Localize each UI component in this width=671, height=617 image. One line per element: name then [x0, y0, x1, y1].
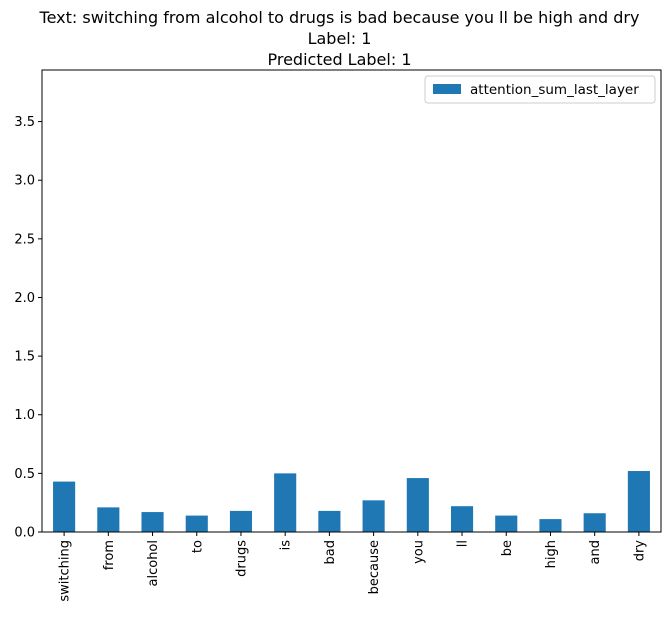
bar-from — [97, 507, 120, 532]
y-tick-label: 3.5 — [14, 115, 35, 130]
x-tick-label-from: from — [102, 540, 117, 570]
x-tick-label-drugs: drugs — [234, 540, 249, 577]
axes-frame — [41, 69, 662, 533]
bar-you — [406, 478, 429, 532]
legend-swatch — [433, 84, 461, 94]
y-tick-label: 2.5 — [14, 232, 35, 247]
x-tick-label-is: is — [279, 540, 294, 551]
x-tick-label-bad: bad — [323, 540, 338, 564]
bar-alcohol — [141, 512, 164, 532]
bar-switching — [53, 481, 76, 532]
y-tick-label: 2.0 — [14, 291, 35, 306]
bar-and — [583, 513, 606, 532]
bar-because — [362, 500, 385, 532]
legend-box — [424, 75, 656, 104]
x-tick-label-and: and — [588, 540, 603, 564]
legend-label: attention_sum_last_layer — [470, 82, 639, 98]
y-tick-label: 3.0 — [14, 174, 35, 189]
bar-high — [539, 519, 562, 532]
x-tick-label-dry: dry — [632, 540, 647, 562]
x-tick-label-because: because — [367, 540, 382, 594]
chart-title-text: Text: switching from alcohol to drugs is… — [39, 8, 640, 27]
x-tick-label-to: to — [190, 540, 205, 553]
x-tick-label-switching: switching — [58, 540, 73, 602]
x-tick-label-ll: ll — [456, 540, 471, 547]
bar-bad — [318, 510, 341, 532]
x-tick-label-you: you — [411, 540, 426, 564]
legend: attention_sum_last_layer — [424, 75, 656, 104]
y-tick-label: 0.0 — [14, 526, 35, 541]
chart-title-predicted-label: Predicted Label: 1 — [267, 50, 412, 69]
y-tick-label: 1.5 — [14, 350, 35, 365]
bar-to — [185, 515, 208, 532]
x-tick-label-be: be — [500, 540, 515, 556]
bar-ll — [450, 506, 474, 532]
bar-dry — [627, 471, 650, 532]
bars-group — [53, 471, 650, 532]
y-tick-label: 1.0 — [14, 408, 35, 423]
bar-is — [274, 473, 297, 532]
chart-title-label: Label: 1 — [307, 29, 372, 48]
bar-drugs — [229, 510, 253, 532]
x-tick-label-high: high — [544, 540, 559, 568]
bar-be — [495, 515, 518, 532]
x-tick-label-alcohol: alcohol — [146, 540, 161, 586]
y-tick-label: 0.5 — [14, 467, 35, 482]
x-axis: switching from alcohol to drugs is bad because y… — [58, 532, 647, 602]
y-axis: 0.0 0.5 1.0 1.5 2.0 2.5 3.0 3.5 — [14, 115, 42, 541]
